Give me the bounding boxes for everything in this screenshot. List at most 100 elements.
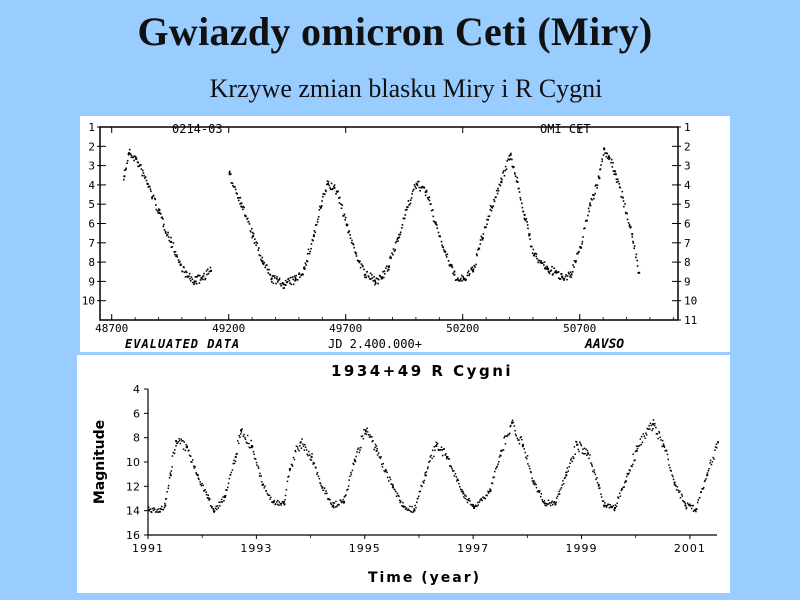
data-point <box>555 272 558 274</box>
data-point <box>657 437 659 440</box>
data-point <box>174 253 176 256</box>
data-point <box>284 499 286 501</box>
data-point <box>169 472 172 474</box>
data-point <box>428 196 431 198</box>
data-point <box>209 505 212 507</box>
data-point <box>593 469 595 471</box>
data-point <box>275 501 278 503</box>
data-point <box>527 463 529 465</box>
data-point <box>167 231 169 234</box>
data-point <box>543 261 546 263</box>
data-point <box>434 221 437 224</box>
data-point <box>163 223 165 226</box>
data-point <box>151 197 153 200</box>
data-point <box>601 500 604 502</box>
data-point <box>426 197 429 199</box>
data-point <box>684 502 687 505</box>
data-point <box>408 509 410 511</box>
data-point <box>200 484 203 487</box>
data-point <box>401 224 404 226</box>
data-point <box>270 496 272 499</box>
data-point <box>632 242 635 244</box>
data-point <box>259 472 261 475</box>
data-point <box>310 455 313 458</box>
data-point <box>126 162 128 164</box>
data-point <box>588 457 590 460</box>
data-point <box>304 446 307 449</box>
data-point <box>242 205 244 208</box>
data-point <box>516 437 519 440</box>
data-point <box>238 442 240 445</box>
data-point <box>550 502 552 504</box>
data-point <box>450 263 452 266</box>
data-point <box>345 494 347 496</box>
data-point <box>459 279 462 281</box>
data-point <box>468 274 470 277</box>
data-point <box>242 435 244 437</box>
data-point <box>398 495 400 498</box>
data-point <box>541 262 543 264</box>
data-point <box>371 277 374 279</box>
data-point <box>535 483 537 486</box>
data-point <box>191 461 193 463</box>
data-point <box>511 421 514 424</box>
data-point <box>249 446 252 449</box>
data-point <box>123 169 126 171</box>
data-point <box>521 206 524 209</box>
data-point <box>715 443 718 445</box>
data-point <box>394 241 397 244</box>
data-point <box>402 217 405 220</box>
data-point <box>128 152 131 155</box>
data-point <box>326 180 329 182</box>
y-tick-label-right: 11 <box>684 314 697 327</box>
data-point <box>160 213 162 215</box>
data-point <box>647 428 649 430</box>
data-point <box>231 182 234 184</box>
data-point <box>143 177 146 179</box>
data-point <box>635 449 638 452</box>
y-tick-label-right: 2 <box>684 140 691 153</box>
data-point <box>604 502 606 504</box>
data-point <box>205 491 207 493</box>
data-point <box>356 451 358 453</box>
data-point <box>240 433 242 435</box>
data-point <box>198 282 201 284</box>
data-point <box>394 490 397 493</box>
data-point <box>523 213 526 216</box>
data-point <box>589 454 591 456</box>
data-point <box>666 453 669 456</box>
data-point <box>288 475 290 478</box>
data-point <box>283 287 285 289</box>
data-point <box>587 214 589 217</box>
data-point <box>573 457 575 459</box>
data-point <box>452 272 454 275</box>
data-point <box>289 469 291 472</box>
data-point <box>563 278 566 280</box>
data-point <box>239 203 241 205</box>
data-point <box>362 265 364 268</box>
data-point <box>255 244 257 247</box>
data-point <box>278 504 280 506</box>
data-point <box>341 501 343 503</box>
data-point <box>164 502 166 505</box>
data-point <box>433 455 435 458</box>
data-point <box>353 459 356 462</box>
data-point <box>584 220 587 222</box>
data-point <box>480 498 483 501</box>
data-point <box>326 492 328 495</box>
data-point <box>500 449 503 452</box>
data-point <box>508 155 510 157</box>
data-point <box>601 158 603 160</box>
data-point <box>485 494 487 497</box>
data-point <box>591 465 593 467</box>
data-point <box>397 237 400 239</box>
data-point <box>234 186 236 188</box>
data-point <box>175 255 177 257</box>
data-point <box>273 275 276 277</box>
data-point <box>520 436 522 438</box>
data-point <box>524 219 527 222</box>
data-point <box>266 264 268 266</box>
data-point <box>599 168 602 170</box>
data-point <box>628 472 630 475</box>
data-point <box>548 271 550 273</box>
